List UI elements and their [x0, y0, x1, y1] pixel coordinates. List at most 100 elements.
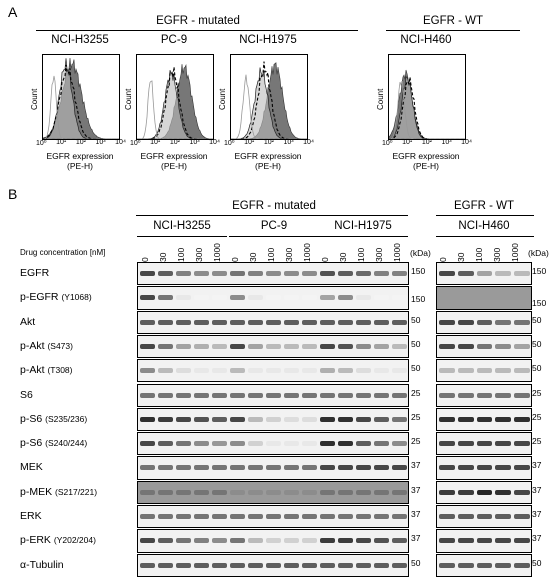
blot-band — [439, 465, 455, 471]
blot-band — [140, 441, 155, 447]
blot-band — [320, 562, 335, 568]
blot-band — [248, 295, 263, 301]
blot-band — [457, 465, 474, 471]
blot-band — [284, 295, 299, 301]
blot-band — [495, 465, 512, 471]
blot-band — [284, 416, 299, 422]
blot-strip — [137, 432, 409, 456]
histo-tick-label: 10¹ — [56, 139, 67, 146]
phospho-site: (S473) — [47, 340, 73, 351]
blot-band — [176, 319, 191, 325]
histo-tick-label: 10² — [421, 139, 432, 146]
blot-band — [176, 295, 191, 301]
kda-marker-left: 50 — [411, 314, 421, 325]
histo-tick-label: 10² — [169, 139, 180, 146]
kda-marker-left: 150 — [411, 266, 426, 276]
blot-strip — [436, 432, 532, 456]
blot-band — [230, 416, 245, 422]
blot-band — [284, 441, 299, 447]
kda-marker-right: 25 — [532, 436, 542, 447]
blot-band — [284, 271, 299, 276]
blot-band — [374, 295, 389, 301]
lane-dose-label: 1000 — [392, 243, 402, 262]
kda-marker-left: 50 — [411, 363, 421, 374]
cell-underline-pc9 — [229, 236, 319, 237]
lane-dose-label: 100 — [356, 247, 366, 262]
blot-band — [476, 514, 493, 519]
blot-band — [457, 489, 474, 495]
blot-band — [356, 343, 371, 349]
blot-band — [212, 271, 227, 276]
histo-y-label: Count — [218, 88, 227, 110]
blot-band — [266, 319, 281, 325]
blot-band — [392, 295, 407, 301]
blot-band — [302, 489, 317, 495]
blot-band — [320, 489, 335, 495]
blot-band — [230, 514, 245, 519]
blot-band — [457, 368, 474, 374]
blot-band — [230, 295, 245, 301]
protein-name: EGFR — [20, 267, 50, 279]
histo-tick-label: 10³ — [283, 139, 294, 146]
blot-band — [194, 465, 209, 471]
blot-strip — [137, 456, 409, 480]
blot-band — [266, 343, 281, 349]
blot-band — [284, 489, 299, 495]
phospho-site: (Y1068) — [61, 292, 92, 303]
panel-b-wt-bracket — [436, 215, 534, 216]
blot-band — [392, 441, 407, 447]
blot-band — [140, 271, 155, 276]
blot-band — [266, 368, 281, 374]
blot-band — [302, 538, 317, 544]
blot-band — [457, 514, 474, 519]
blot-band — [248, 368, 263, 374]
blot-band — [374, 343, 389, 349]
blot-band — [476, 343, 493, 349]
blot-band — [476, 319, 493, 325]
kda-marker-right: 50 — [532, 314, 542, 325]
blot-strip — [436, 407, 532, 432]
blot-band — [248, 465, 263, 471]
blot-band — [392, 514, 407, 519]
blot-band — [212, 465, 227, 471]
histogram-isotype-curve — [389, 80, 465, 139]
blot-band — [338, 295, 353, 301]
blot-band — [392, 489, 407, 495]
phospho-site: (S240/244) — [45, 438, 88, 449]
blot-band — [439, 562, 455, 568]
blot-band — [248, 343, 263, 349]
blot-band — [514, 441, 530, 447]
blot-strip — [137, 310, 409, 334]
blot-band — [212, 343, 227, 349]
blot-band — [374, 489, 389, 495]
blot-band — [284, 562, 299, 568]
blot-band — [266, 416, 281, 422]
blot-band — [356, 295, 371, 301]
kda-header-right: (kDa) — [528, 248, 549, 258]
histo-tick-label: 10⁰ — [36, 140, 47, 147]
blot-strip — [137, 359, 409, 383]
blot-band — [302, 368, 317, 374]
blot-band — [338, 514, 353, 519]
blot-strip — [137, 505, 409, 529]
blot-row-label: α-Tubulin — [20, 559, 64, 571]
blot-band — [194, 562, 209, 568]
blot-band — [194, 441, 209, 447]
blot-row-label: p-MEK (S217/221) — [20, 486, 97, 498]
blot-band — [212, 441, 227, 447]
blot-band — [140, 416, 155, 422]
blot-band — [320, 392, 335, 398]
blot-band — [320, 271, 335, 276]
blot-band — [194, 416, 209, 422]
blot-band — [176, 465, 191, 471]
histogram-filled-curve — [231, 62, 307, 139]
blot-band — [356, 538, 371, 544]
blot-band — [284, 465, 299, 471]
cell-name-h460: NCI-H460 — [458, 220, 510, 232]
blot-band — [230, 562, 245, 568]
blot-band — [248, 392, 263, 398]
histogram-light-curve — [137, 69, 213, 139]
cell-name-h1975: NCI-H1975 — [334, 220, 392, 232]
blot-band — [302, 343, 317, 349]
lane-dose-label: 1000 — [510, 243, 520, 262]
